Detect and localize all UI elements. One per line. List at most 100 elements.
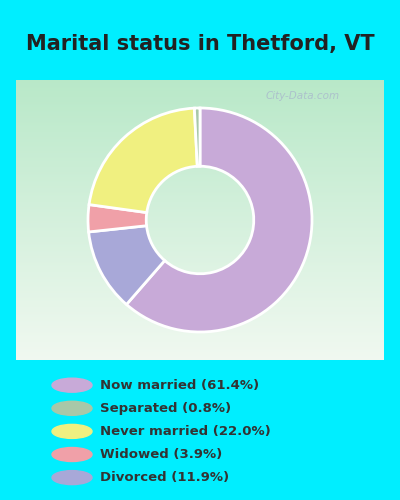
Bar (16, 154, 384, 156)
Bar (16, 119, 384, 120)
Bar (16, 258, 384, 259)
Bar (16, 237, 384, 238)
Bar (16, 125, 384, 126)
Bar (16, 122, 384, 124)
Bar (16, 357, 384, 358)
Bar (16, 318, 384, 320)
Bar (16, 174, 384, 175)
Bar (16, 334, 384, 335)
Bar (16, 343, 384, 344)
Bar (16, 143, 384, 144)
Bar (16, 256, 384, 258)
Bar (16, 115, 384, 116)
Bar (16, 108, 384, 110)
Bar (16, 84, 384, 86)
Bar (16, 91, 384, 92)
Bar (16, 254, 384, 255)
Bar (16, 134, 384, 136)
Bar (16, 157, 384, 158)
Bar (16, 124, 384, 125)
Bar (16, 358, 384, 360)
Bar (16, 310, 384, 311)
Bar (16, 110, 384, 111)
Text: Now married (61.4%): Now married (61.4%) (100, 378, 259, 392)
Bar (16, 287, 384, 288)
Bar (16, 244, 384, 245)
Bar (16, 153, 384, 154)
Bar (16, 116, 384, 118)
Bar (16, 326, 384, 328)
Bar (16, 102, 384, 104)
Bar (16, 349, 384, 350)
Bar (16, 288, 384, 290)
Bar (16, 312, 384, 314)
Bar (16, 189, 384, 190)
Bar (16, 126, 384, 128)
Wedge shape (89, 226, 165, 304)
Wedge shape (89, 108, 197, 212)
Bar (16, 206, 384, 208)
Bar (16, 346, 384, 348)
Bar (16, 224, 384, 226)
Bar (16, 158, 384, 160)
Bar (16, 86, 384, 87)
Bar (16, 251, 384, 252)
Bar (16, 266, 384, 268)
Bar (16, 316, 384, 318)
Bar (16, 342, 384, 343)
Bar (16, 321, 384, 322)
Bar (16, 83, 384, 84)
Text: Never married (22.0%): Never married (22.0%) (100, 425, 271, 438)
Bar (16, 228, 384, 230)
Wedge shape (88, 204, 147, 232)
Bar (16, 320, 384, 321)
Bar (16, 304, 384, 306)
Bar (16, 280, 384, 281)
Text: City-Data.com: City-Data.com (266, 91, 340, 101)
Bar (16, 156, 384, 157)
Bar (16, 136, 384, 138)
Bar (16, 265, 384, 266)
Bar (16, 302, 384, 304)
Bar (16, 146, 384, 147)
Bar (16, 252, 384, 254)
Bar (16, 354, 384, 356)
Bar (16, 301, 384, 302)
Bar (16, 293, 384, 294)
Bar (16, 332, 384, 334)
Bar (16, 185, 384, 186)
Bar (16, 217, 384, 218)
Bar (16, 128, 384, 129)
Bar (16, 172, 384, 174)
Bar (16, 210, 384, 212)
Circle shape (52, 424, 92, 438)
Bar (16, 245, 384, 246)
Bar (16, 80, 384, 82)
Bar (16, 180, 384, 181)
Bar (16, 298, 384, 300)
Bar (16, 308, 384, 310)
Bar (16, 133, 384, 134)
Bar (16, 139, 384, 140)
Bar (16, 209, 384, 210)
Bar (16, 297, 384, 298)
Bar (16, 311, 384, 312)
Bar (16, 356, 384, 357)
Bar (16, 234, 384, 235)
Bar (16, 230, 384, 231)
Bar (16, 120, 384, 122)
Bar (16, 278, 384, 279)
Bar (16, 227, 384, 228)
Text: Divorced (11.9%): Divorced (11.9%) (100, 471, 229, 484)
Bar (16, 307, 384, 308)
Bar (16, 272, 384, 273)
Circle shape (52, 402, 92, 415)
Bar (16, 330, 384, 332)
Bar (16, 236, 384, 237)
Wedge shape (126, 108, 312, 332)
Bar (16, 196, 384, 198)
Bar (16, 198, 384, 199)
Bar (16, 264, 384, 265)
Bar (16, 194, 384, 195)
Bar (16, 240, 384, 241)
